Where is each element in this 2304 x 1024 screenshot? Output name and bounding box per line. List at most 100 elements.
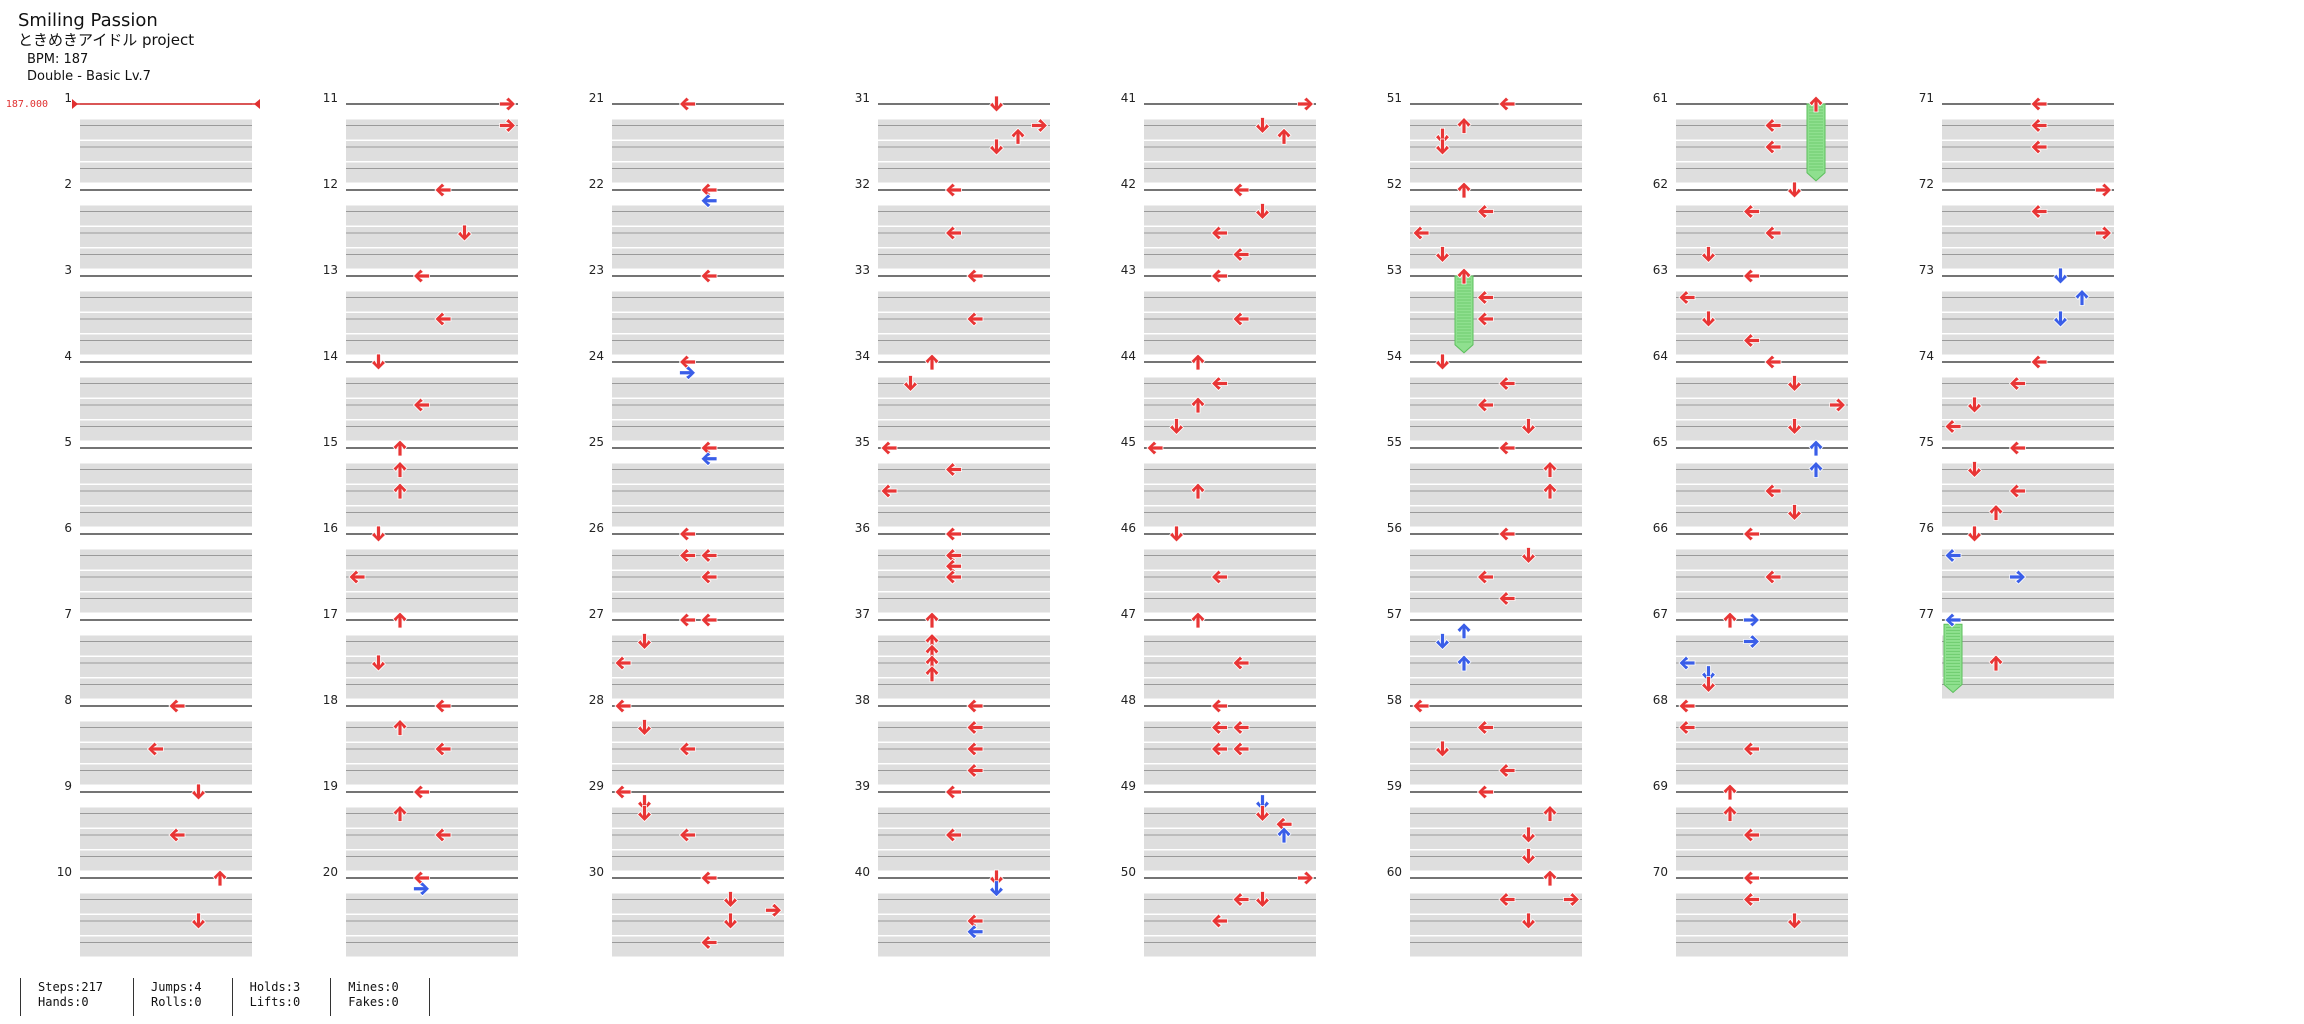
- measure-number: 14: [323, 349, 338, 363]
- beat-shade: [1676, 850, 1848, 871]
- arrow-right-icon: [499, 96, 517, 112]
- beat-shade: [1410, 506, 1582, 527]
- beat-shade: [1942, 678, 2114, 699]
- beat-shade: [80, 463, 252, 484]
- arrow-up-icon: [1808, 439, 1824, 457]
- arrow-left-icon: [614, 698, 632, 714]
- beat-shade: [612, 205, 784, 226]
- beat-shade: [80, 893, 252, 914]
- beat-shade: [1942, 592, 2114, 613]
- measure-number: 44: [1121, 349, 1136, 363]
- beat-shade: [878, 485, 1050, 505]
- arrow-left-icon: [1476, 784, 1494, 800]
- measure-28: 28: [589, 693, 784, 785]
- beat-shade: [1676, 227, 1848, 247]
- measure-number: 25: [589, 435, 604, 449]
- arrow-left-icon: [1498, 96, 1516, 112]
- arrow-left-icon: [614, 655, 632, 671]
- arrow-up-icon: [924, 353, 940, 371]
- measure-64: 64: [1653, 349, 1848, 441]
- beat-shade: [1410, 119, 1582, 140]
- arrow-left-icon: [1764, 117, 1782, 134]
- arrow-down-icon: [636, 719, 653, 737]
- measure-16: 16: [323, 521, 518, 613]
- beat-shade: [1942, 377, 2114, 398]
- measure-38: 38: [855, 693, 1050, 785]
- beat-shade: [80, 291, 252, 312]
- arrow-down-icon: [1254, 203, 1271, 221]
- beat-shade: [1676, 205, 1848, 226]
- beat-shade: [1942, 141, 2114, 161]
- arrow-down-icon: [370, 525, 387, 543]
- arrow-up-icon: [1190, 611, 1206, 629]
- arrow-down-icon: [1254, 891, 1271, 909]
- arrow-right-icon: [2095, 225, 2113, 241]
- arrow-down-icon: [1520, 418, 1537, 436]
- beat-shade: [1410, 291, 1582, 312]
- hold-body: [1943, 623, 1963, 694]
- beat-shade: [612, 162, 784, 183]
- arrow-down-icon: [1254, 117, 1271, 135]
- measure-number: 31: [855, 91, 870, 105]
- measure-number: 58: [1387, 693, 1402, 707]
- arrow-down-icon: [1966, 396, 1983, 414]
- beat-shade: [1676, 571, 1848, 591]
- beat-shade: [346, 141, 518, 161]
- measure-number: 59: [1387, 779, 1402, 793]
- measure-9: 9: [64, 779, 252, 871]
- arrow-right-icon: [2009, 569, 2027, 585]
- arrow-left-icon: [1742, 526, 1760, 542]
- beat-shade: [612, 764, 784, 785]
- beat-shade: [1410, 141, 1582, 161]
- arrow-left-icon: [678, 96, 696, 112]
- beat-shade: [346, 549, 518, 570]
- beat-shade: [1410, 743, 1582, 763]
- beat-shade: [1676, 313, 1848, 333]
- beat-shade: [612, 485, 784, 505]
- measure-65: 65: [1653, 435, 1848, 527]
- arrow-left-icon: [168, 698, 186, 714]
- measure-18: 18: [323, 693, 518, 785]
- arrow-left-icon: [1210, 375, 1228, 392]
- beat-shade: [346, 807, 518, 828]
- arrow-right-icon: [1743, 633, 1761, 650]
- beat-shade: [346, 313, 518, 333]
- stat-value: Hands:0: [38, 995, 89, 1009]
- measure-12: 12: [323, 177, 518, 269]
- beat-shade: [346, 227, 518, 247]
- arrow-up-icon: [1190, 482, 1206, 500]
- arrow-up-icon: [1456, 181, 1472, 199]
- arrow-right-icon: [2095, 182, 2113, 198]
- arrow-left-icon: [1476, 397, 1494, 413]
- arrow-left-icon: [2030, 117, 2048, 134]
- beat-shade: [612, 313, 784, 333]
- arrow-left-icon: [700, 870, 718, 886]
- measure-14: 14: [323, 349, 518, 441]
- arrow-left-icon: [146, 741, 164, 757]
- arrow-down-icon: [1966, 525, 1983, 543]
- arrow-left-icon: [1678, 719, 1696, 736]
- beat-shade: [1942, 205, 2114, 226]
- arrow-down-icon: [190, 912, 207, 930]
- measure-number: 15: [323, 435, 338, 449]
- arrow-down-icon: [988, 95, 1005, 113]
- beat-shade: [878, 549, 1050, 570]
- arrow-left-icon: [1232, 891, 1250, 908]
- beat-shade: [612, 592, 784, 613]
- beat-shade: [612, 248, 784, 269]
- beat-shade: [878, 248, 1050, 269]
- measure-62: 62: [1653, 177, 1848, 269]
- measure-number: 38: [855, 693, 870, 707]
- arrow-up-icon: [1276, 826, 1292, 844]
- beat-shade: [346, 635, 518, 656]
- beat-shade: [878, 313, 1050, 333]
- hold-note: [1806, 103, 1826, 182]
- measure-number: 1: [64, 91, 72, 105]
- arrow-left-icon: [2008, 375, 2026, 392]
- measure-5: 5: [64, 435, 252, 527]
- arrow-right-icon: [765, 902, 783, 918]
- beat-shade: [80, 313, 252, 333]
- bpm-info: BPM: 187: [27, 52, 89, 67]
- arrow-left-icon: [1498, 440, 1516, 456]
- arrow-left-icon: [1210, 741, 1228, 757]
